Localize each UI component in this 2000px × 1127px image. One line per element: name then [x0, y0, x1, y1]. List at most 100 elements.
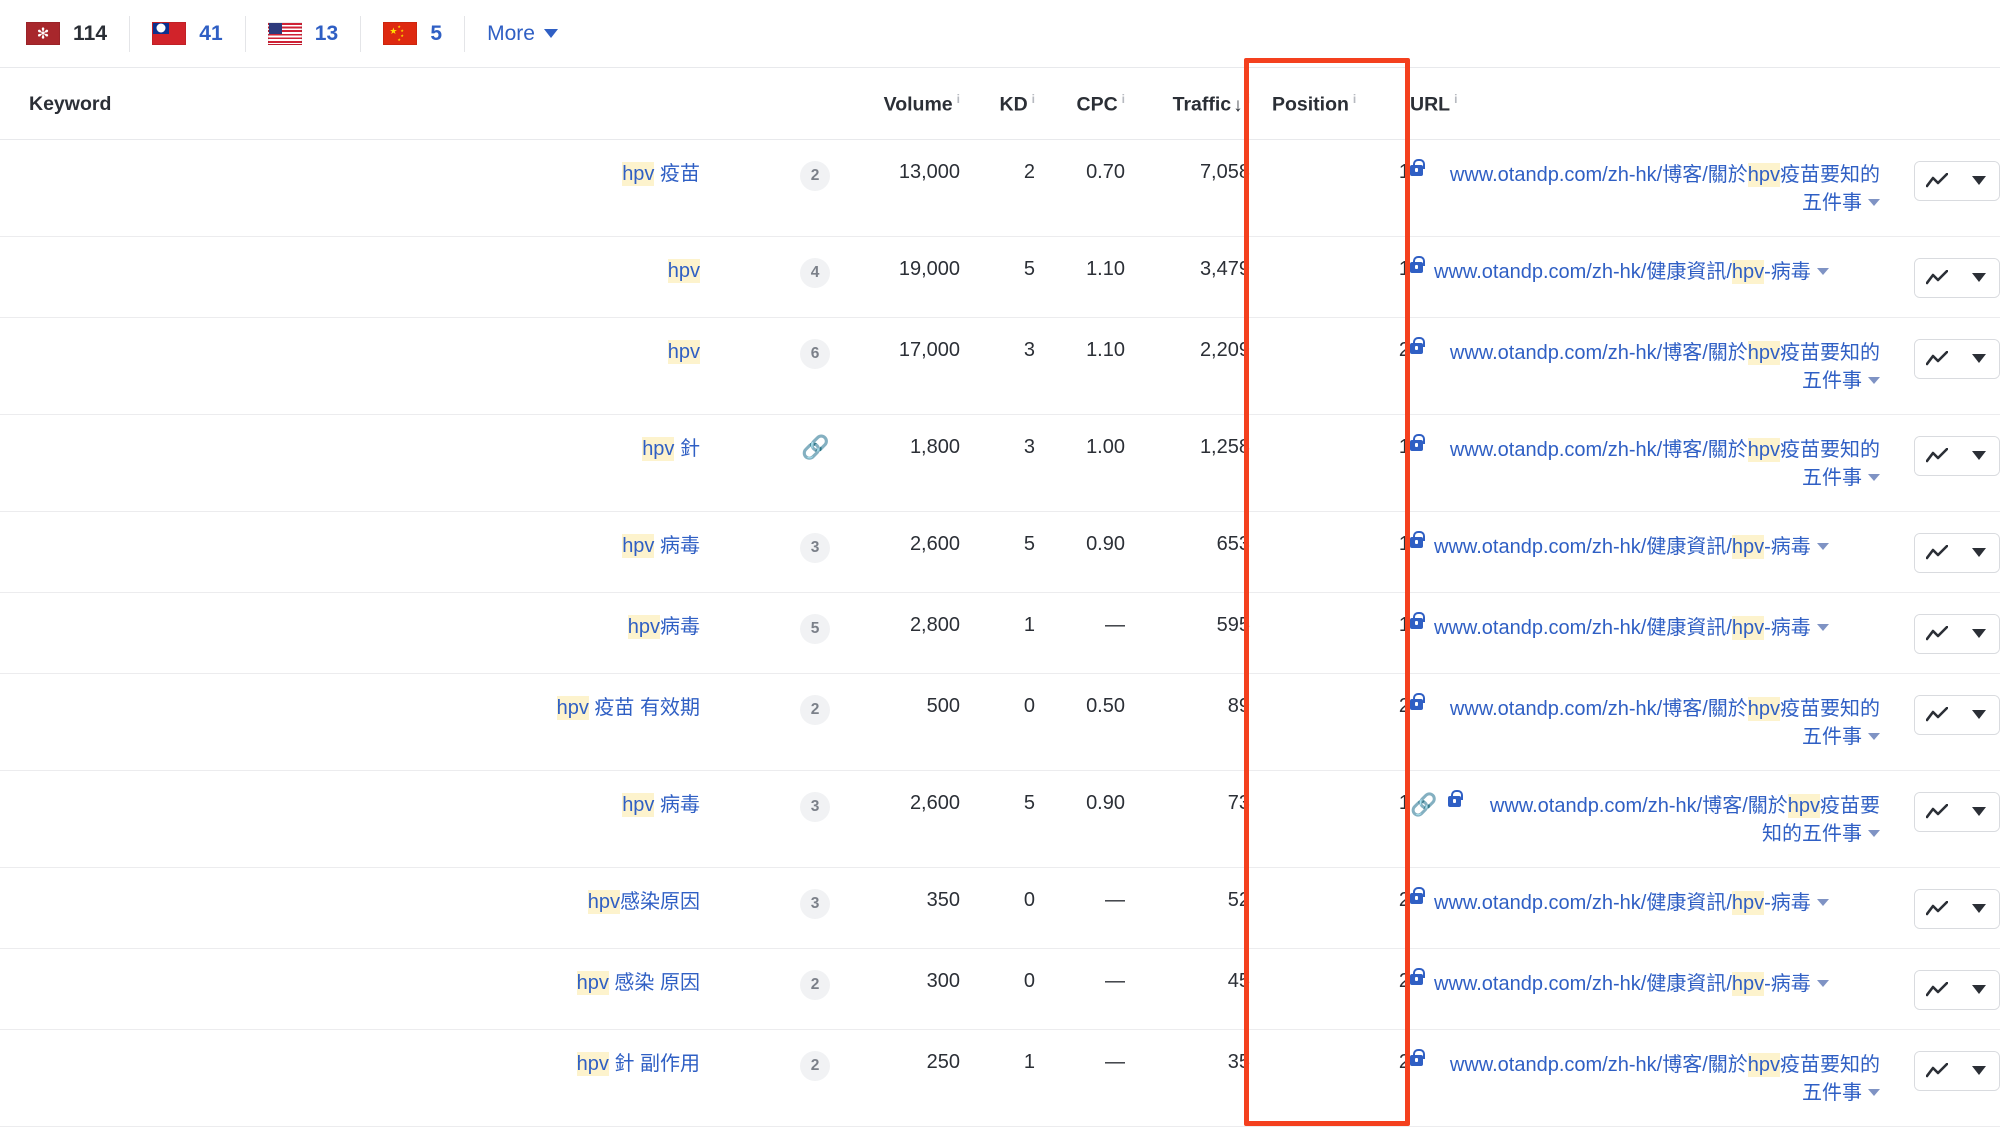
chevron-down-icon[interactable]: [1816, 542, 1829, 550]
row-actions-cell: [1880, 317, 2000, 415]
keyword-link[interactable]: hpv 病毒: [622, 533, 700, 558]
column-label-volume: Volume: [883, 93, 953, 116]
info-icon[interactable]: i: [1121, 92, 1125, 106]
keyword-rest: 疫苗 有效期: [588, 696, 700, 719]
chevron-down-icon: [1972, 710, 1986, 719]
table-row: hpv 針 副作用 2 250 1—35 2 www.otandp.com/zh-hk/博…: [0, 1029, 2000, 1127]
keyword-rest: 病毒: [660, 615, 700, 638]
column-header-traffic[interactable]: Traffic ↓ i: [1125, 68, 1250, 140]
row-actions-dropdown-button[interactable]: [1959, 339, 1999, 378]
url-cell: www.otandp.com/zh-hk/健康資訊/hpv-病毒: [1410, 867, 1880, 949]
row-actions-dropdown-button[interactable]: [1959, 889, 1999, 928]
chevron-down-icon[interactable]: [1816, 979, 1829, 987]
keyword-link[interactable]: hpv感染原因: [587, 889, 700, 914]
sort-descending-icon[interactable]: ↓: [1233, 94, 1243, 116]
url-link[interactable]: www.otandp.com/zh-hk/健康資訊/hpv-病毒: [1434, 614, 1829, 642]
chevron-down-icon[interactable]: [1816, 623, 1829, 631]
url-link[interactable]: www.otandp.com/zh-hk/博客/關於hpv疫苗要知的五件事: [1472, 792, 1880, 848]
info-icon[interactable]: i: [1352, 92, 1357, 106]
serp-features-badge[interactable]: 3: [800, 532, 830, 563]
column-header-kd[interactable]: KD i: [960, 68, 1035, 140]
keyword-link[interactable]: hpv 針: [642, 436, 700, 461]
position-history-chart-button[interactable]: [1915, 792, 1959, 831]
chevron-down-icon[interactable]: [1868, 829, 1880, 837]
keyword-rest: 病毒: [654, 793, 700, 816]
keyword-link[interactable]: hpv病毒: [627, 614, 700, 639]
url-link[interactable]: www.otandp.com/zh-hk/健康資訊/hpv-病毒: [1434, 258, 1829, 286]
row-actions-dropdown-button[interactable]: [1959, 436, 1999, 475]
keyword-link[interactable]: hpv 感染 原因: [576, 970, 700, 995]
url-link[interactable]: www.otandp.com/zh-hk/健康資訊/hpv-病毒: [1434, 889, 1829, 917]
column-header-keyword[interactable]: Keyword: [0, 68, 700, 140]
row-actions-dropdown-button[interactable]: [1959, 695, 1999, 734]
more-countries-button[interactable]: More: [487, 22, 558, 46]
keyword-link[interactable]: hpv 疫苗 有效期: [556, 695, 700, 720]
position-history-chart-button[interactable]: [1915, 1051, 1959, 1090]
column-header-url[interactable]: URL i: [1410, 68, 1880, 140]
position-history-chart-button[interactable]: [1915, 970, 1959, 1009]
serp-features-badge[interactable]: 3: [800, 791, 830, 822]
url-link-icon[interactable]: 🔗: [1410, 791, 1438, 817]
column-header-cpc[interactable]: CPC i: [1035, 68, 1125, 140]
position-history-chart-button[interactable]: [1915, 533, 1959, 572]
table-row: hpv 針 🔗 1,800 3 1.00 1,258 1 www.otandp.com/zh-…: [0, 414, 2000, 512]
url-link[interactable]: www.otandp.com/zh-hk/健康資訊/hpv-病毒: [1434, 533, 1829, 561]
column-header-volume[interactable]: Volume i: [830, 68, 960, 140]
url-link[interactable]: www.otandp.com/zh-hk/健康資訊/hpv-病毒: [1434, 970, 1829, 998]
serp-features-badge[interactable]: 6: [800, 338, 830, 369]
position-history-chart-button[interactable]: [1915, 339, 1959, 378]
url-link[interactable]: www.otandp.com/zh-hk/博客/關於hpv疫苗要知的五件事: [1434, 161, 1880, 217]
country-filter-united-states[interactable]: 13: [267, 15, 362, 52]
serp-features-badge[interactable]: 2: [800, 1050, 830, 1081]
position-history-chart-button[interactable]: [1915, 436, 1959, 475]
position-history-chart-button[interactable]: [1915, 889, 1959, 928]
serp-features-badge[interactable]: 4: [800, 257, 830, 288]
info-icon[interactable]: i: [1031, 92, 1035, 106]
backlink-chain-icon[interactable]: 🔗: [801, 433, 830, 460]
serp-features-badge[interactable]: 2: [800, 160, 830, 191]
info-icon[interactable]: i: [1246, 92, 1250, 106]
serp-features-badge[interactable]: 3: [800, 888, 830, 919]
chevron-down-icon[interactable]: [1868, 473, 1880, 481]
chevron-down-icon[interactable]: [1816, 267, 1829, 275]
serp-features-badge[interactable]: 2: [800, 969, 830, 1000]
keyword-link[interactable]: hpv 針 副作用: [576, 1051, 700, 1076]
row-actions-dropdown-button[interactable]: [1959, 1051, 1999, 1090]
chevron-down-icon[interactable]: [1868, 732, 1880, 740]
position-history-chart-button[interactable]: [1915, 258, 1959, 297]
keyword-link[interactable]: hpv 病毒: [622, 792, 700, 817]
url-link[interactable]: www.otandp.com/zh-hk/博客/關於hpv疫苗要知的五件事: [1434, 339, 1880, 395]
serp-features-badge[interactable]: 2: [800, 694, 830, 725]
country-filter-china[interactable]: ★ ★ ★ ★ ★ 5: [383, 15, 466, 52]
row-actions-dropdown-button[interactable]: [1959, 970, 1999, 1009]
url-link[interactable]: www.otandp.com/zh-hk/博客/關於hpv疫苗要知的五件事: [1434, 436, 1880, 492]
info-icon[interactable]: i: [1454, 92, 1458, 106]
row-actions-dropdown-button[interactable]: [1959, 533, 1999, 572]
url-link[interactable]: www.otandp.com/zh-hk/博客/關於hpv疫苗要知的五件事: [1434, 1051, 1880, 1107]
volume-cell: 13,000: [830, 139, 960, 237]
row-actions-dropdown-button[interactable]: [1959, 614, 1999, 653]
position-history-chart-button[interactable]: [1915, 161, 1959, 200]
row-actions-dropdown-button[interactable]: [1959, 161, 1999, 200]
column-label-cpc: CPC: [1076, 93, 1118, 116]
row-actions-cell: [1880, 948, 2000, 1030]
chevron-down-icon[interactable]: [1868, 376, 1880, 384]
chevron-down-icon[interactable]: [1868, 198, 1880, 206]
position-history-chart-button[interactable]: [1915, 614, 1959, 653]
country-filter-taiwan[interactable]: 41: [152, 15, 246, 52]
keyword-link[interactable]: hpv: [667, 258, 700, 283]
keyword-link[interactable]: hpv 疫苗: [622, 161, 700, 186]
serp-features-badge[interactable]: 5: [800, 613, 830, 644]
country-filter-hong-kong[interactable]: ✻ 114: [26, 15, 131, 52]
keyword-link[interactable]: hpv: [667, 339, 700, 364]
position-cell: 1: [1250, 770, 1410, 868]
keyword-highlight: hpv: [622, 792, 655, 817]
chevron-down-icon[interactable]: [1868, 1088, 1880, 1096]
info-icon[interactable]: i: [956, 92, 960, 106]
chevron-down-icon[interactable]: [1816, 898, 1829, 906]
row-actions-dropdown-button[interactable]: [1959, 792, 1999, 831]
url-link[interactable]: www.otandp.com/zh-hk/博客/關於hpv疫苗要知的五件事: [1434, 695, 1880, 751]
row-actions-dropdown-button[interactable]: [1959, 258, 1999, 297]
column-header-position[interactable]: Position i: [1250, 68, 1410, 140]
position-history-chart-button[interactable]: [1915, 695, 1959, 734]
